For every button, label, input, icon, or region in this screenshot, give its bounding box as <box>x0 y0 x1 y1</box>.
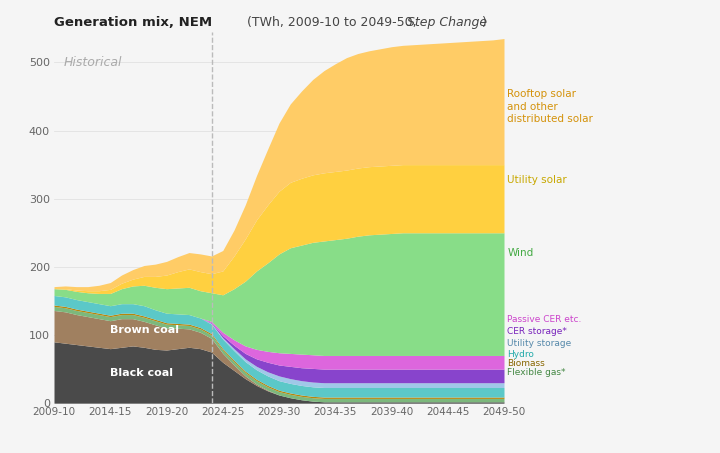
Text: Utility solar: Utility solar <box>508 175 567 185</box>
Text: Utility storage: Utility storage <box>508 339 572 348</box>
Text: ): ) <box>482 16 487 29</box>
Text: Hydro: Hydro <box>508 350 534 359</box>
Text: Black coal: Black coal <box>110 368 174 378</box>
Text: Historical: Historical <box>64 56 122 69</box>
Text: Generation mix, NEM: Generation mix, NEM <box>54 16 212 29</box>
Text: Rooftop solar
and other
distributed solar: Rooftop solar and other distributed sola… <box>508 89 593 124</box>
Text: (TWh, 2009-10 to 2049-50,: (TWh, 2009-10 to 2049-50, <box>243 16 420 29</box>
Text: CER storage*: CER storage* <box>508 328 567 336</box>
Text: Brown coal: Brown coal <box>110 325 179 335</box>
Text: Wind: Wind <box>508 248 534 258</box>
Text: Biomass: Biomass <box>508 359 545 367</box>
Text: Step Change: Step Change <box>407 16 487 29</box>
Text: Passive CER etc.: Passive CER etc. <box>508 315 582 324</box>
Text: Flexible gas*: Flexible gas* <box>508 368 566 377</box>
